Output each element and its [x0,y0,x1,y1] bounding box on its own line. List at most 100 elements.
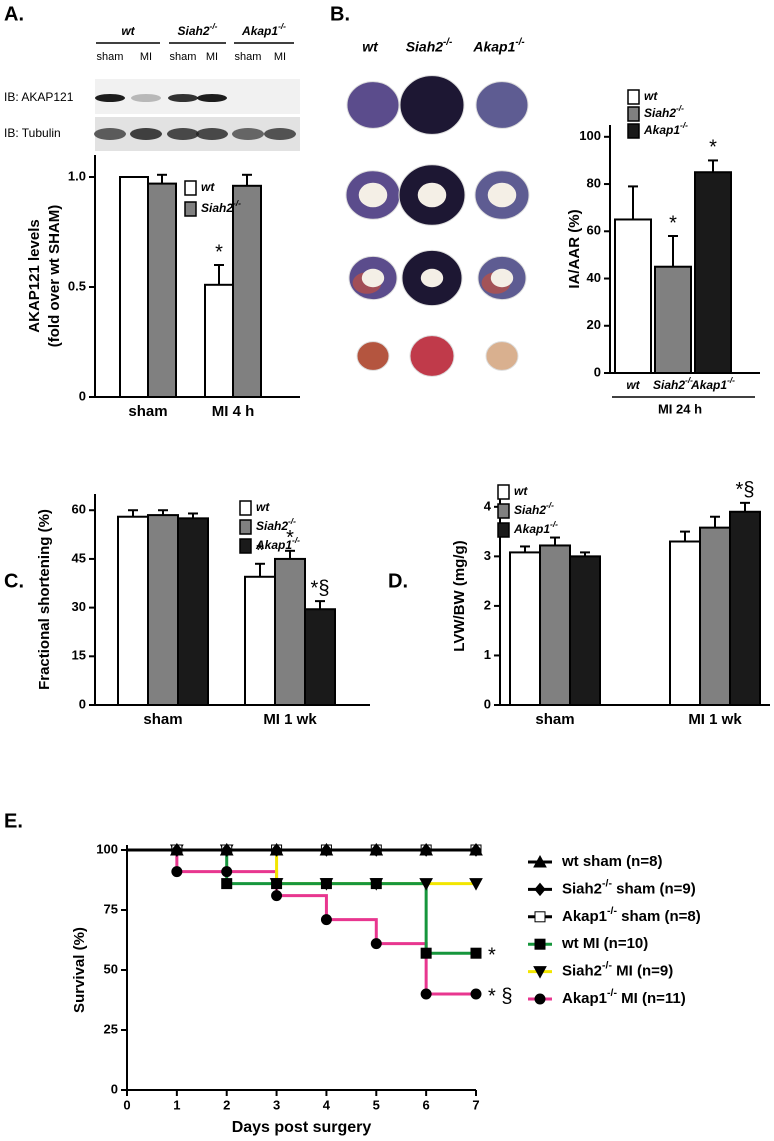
bar [232,184,262,398]
bar [204,283,234,398]
legend-label: Siah2-/- sham (n=9) [562,877,696,897]
x-tick-label: Akap1-/- [690,375,735,392]
legend-swatch [497,484,510,500]
significance: * [256,540,264,562]
heart-lumen [420,268,444,288]
legend-label: Siah2-/- [514,500,554,517]
x-tick-label: sham [128,403,167,420]
legend-marker [534,993,546,1005]
bar [699,526,731,706]
point [219,842,234,856]
blot-band [264,128,296,140]
point [171,866,183,878]
blot-strip [95,79,300,114]
bar [147,182,177,398]
blot-group-label: Siah2-/- [178,21,218,38]
legend-marker [534,911,546,923]
point [221,878,233,890]
y-tick-label: 0 [594,364,601,379]
x-tick-label: sham [535,711,574,728]
significance: * § [488,985,512,1007]
blot-lane-label: MI [140,51,152,63]
legend-swatch [627,89,640,105]
legend-swatch [184,201,197,217]
blot-group-label: Akap1-/- [241,21,286,38]
legend-label: Akap1-/- [513,519,558,536]
point [271,890,283,902]
x-tick-label: MI 4 h [212,403,255,420]
significance: *§ [736,479,755,501]
legend-marker [533,966,547,979]
legend-swatch [239,538,252,554]
bar [119,176,149,398]
x-tick-label: MI 1 wk [263,711,317,728]
y-tick-label: 2 [484,597,491,612]
heart-lumen [487,182,517,208]
legend-swatch [184,180,197,196]
blot-band [95,94,125,102]
legend-label: wt [644,89,658,103]
legend-swatch [497,503,510,519]
x-tick-label: Siah2-/- [653,375,693,392]
point [470,988,482,1000]
y-axis-label: AKAP121 levels [26,219,43,332]
bar [177,517,209,706]
blot-row-label: IB: AKAP121 [4,90,74,104]
blot-lane-label: MI [206,51,218,63]
heart-section [356,341,390,371]
bar [147,514,179,706]
significance: * [669,212,677,234]
y-axis-label: Survival (%) [71,927,88,1013]
significance: * [286,527,294,549]
heart-lumen [358,182,388,208]
x-tick-label: 6 [423,1097,430,1112]
x-tick-label: wt [626,378,640,392]
image-column-label: wt [362,39,379,55]
bar [274,557,306,707]
y-tick-label: 75 [104,901,118,916]
point [370,938,382,950]
image-column-label: Akap1-/- [472,37,524,55]
legend-swatch [239,500,252,516]
bar [694,171,732,374]
bar [304,608,336,706]
bar [569,555,601,707]
legend-label: wt MI (n=10) [561,935,648,952]
y-tick-label: 0 [484,696,491,711]
legend-label: Akap1-/- MI (n=11) [562,987,686,1007]
y-axis-label: (fold over wt SHAM) [46,205,63,348]
point [369,842,384,856]
blot-band [167,128,199,140]
y-tick-label: 0 [111,1081,118,1096]
legend-label: Siah2-/- [644,103,684,120]
legend-swatch [497,522,510,538]
y-tick-label: 25 [104,1021,118,1036]
point [470,947,482,959]
point [221,866,233,878]
point [419,878,433,891]
y-tick-label: 4 [484,498,492,513]
heart-lumen [361,268,385,288]
bar [509,551,541,707]
x-tick-label: MI 1 wk [688,711,742,728]
significance: * [215,241,223,263]
y-tick-label: 1 [484,647,491,662]
y-tick-label: 15 [72,648,86,663]
significance: *§ [311,577,330,599]
legend-label: wt [514,484,528,498]
bar [729,510,761,707]
bar [244,575,276,706]
bar [117,515,149,706]
significance: * [709,137,717,159]
heart-section [399,75,465,135]
x-tick-label: 0 [123,1097,130,1112]
y-axis-label: Fractional shortening (%) [36,509,53,690]
y-tick-label: 20 [587,317,601,332]
point [419,842,433,856]
y-tick-label: 60 [587,223,601,238]
x-tick-label: 2 [223,1097,230,1112]
heart-lumen [490,268,514,288]
point [170,842,184,856]
panel-label: A. [4,3,24,25]
